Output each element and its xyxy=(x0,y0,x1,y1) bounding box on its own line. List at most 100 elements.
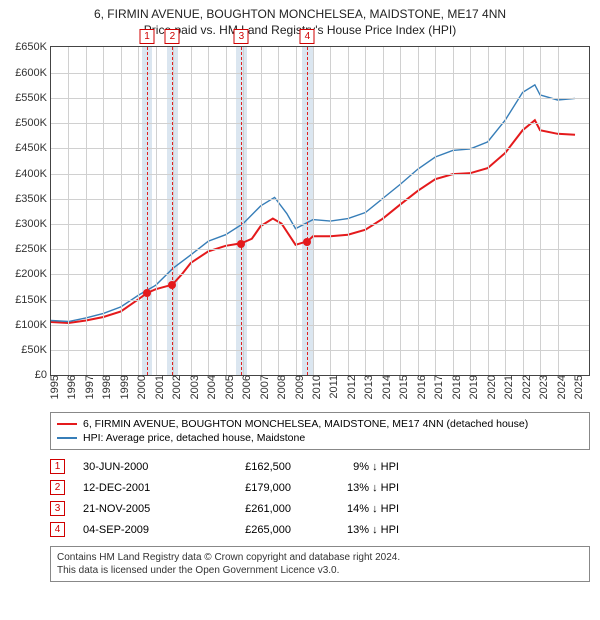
x-tick-label: 2017 xyxy=(431,375,445,399)
y-tick-label: £100K xyxy=(15,319,51,331)
gridline-h xyxy=(51,73,589,74)
gridline-v xyxy=(243,47,244,375)
gridline-v xyxy=(103,47,104,375)
legend-swatch xyxy=(57,437,77,439)
price-paid-marker xyxy=(143,289,151,297)
x-tick-label: 2011 xyxy=(326,375,340,399)
x-tick-label: 2023 xyxy=(536,375,550,399)
event-price: £261,000 xyxy=(211,503,291,515)
event-date: 12-DEC-2001 xyxy=(83,482,193,494)
gridline-v xyxy=(540,47,541,375)
event-number-box: 1 xyxy=(140,29,155,44)
x-tick-label: 2005 xyxy=(222,375,236,399)
x-tick-label: 2006 xyxy=(239,375,253,399)
legend-row: HPI: Average price, detached house, Maid… xyxy=(57,431,583,445)
x-tick-label: 2019 xyxy=(466,375,480,399)
gridline-v xyxy=(261,47,262,375)
gridline-h xyxy=(51,123,589,124)
x-tick-label: 1995 xyxy=(47,375,61,399)
gridline-h xyxy=(51,224,589,225)
title-line-1: 6, FIRMIN AVENUE, BOUGHTON MONCHELSEA, M… xyxy=(0,6,600,22)
events-table: 130-JUN-2000£162,5009% ↓ HPI212-DEC-2001… xyxy=(50,456,590,540)
gridline-v xyxy=(68,47,69,375)
gridline-v xyxy=(558,47,559,375)
event-number-box: 2 xyxy=(50,480,65,495)
gridline-h xyxy=(51,98,589,99)
event-line xyxy=(307,47,308,375)
y-tick-label: £500K xyxy=(15,117,51,129)
gridline-v xyxy=(208,47,209,375)
footnote-line: Contains HM Land Registry data © Crown c… xyxy=(57,551,583,564)
event-number-box: 4 xyxy=(50,522,65,537)
x-tick-label: 2009 xyxy=(292,375,306,399)
legend-label: HPI: Average price, detached house, Maid… xyxy=(83,432,305,444)
event-number-box: 3 xyxy=(50,501,65,516)
gridline-v xyxy=(488,47,489,375)
x-tick-label: 2022 xyxy=(519,375,533,399)
event-table-row: 3 21-NOV-2005 £261,000 14% ↓ HPI xyxy=(50,498,590,519)
y-tick-label: £350K xyxy=(15,193,51,205)
x-tick-label: 2003 xyxy=(187,375,201,399)
event-diff: 13% ↓ HPI xyxy=(309,482,399,494)
event-date: 30-JUN-2000 xyxy=(83,461,193,473)
series-svg xyxy=(51,47,589,375)
gridline-v xyxy=(313,47,314,375)
gridline-v xyxy=(505,47,506,375)
x-tick-label: 1998 xyxy=(99,375,113,399)
x-tick-label: 2020 xyxy=(484,375,498,399)
x-tick-label: 1999 xyxy=(117,375,131,399)
gridline-v xyxy=(296,47,297,375)
chart-container: 6, FIRMIN AVENUE, BOUGHTON MONCHELSEA, M… xyxy=(0,0,600,582)
x-tick-label: 2008 xyxy=(274,375,288,399)
x-tick-label: 2013 xyxy=(361,375,375,399)
x-tick-label: 2001 xyxy=(152,375,166,399)
gridline-v xyxy=(330,47,331,375)
legend-swatch xyxy=(57,423,77,425)
x-tick-label: 2014 xyxy=(379,375,393,399)
event-line xyxy=(172,47,173,375)
y-tick-label: £250K xyxy=(15,243,51,255)
event-table-row: 212-DEC-2001£179,00013% ↓ HPI xyxy=(50,477,590,498)
event-diff: 9% ↓ HPI xyxy=(309,461,399,473)
event-diff: 14% ↓ HPI xyxy=(309,503,399,515)
gridline-v xyxy=(86,47,87,375)
event-table-row: 404-SEP-2009£265,00013% ↓ HPI xyxy=(50,519,590,540)
x-tick-label: 2025 xyxy=(571,375,585,399)
footnotes: Contains HM Land Registry data © Crown c… xyxy=(50,546,590,582)
price-paid-marker xyxy=(168,281,176,289)
event-price: £265,000 xyxy=(211,524,291,536)
x-tick-label: 2007 xyxy=(257,375,271,399)
gridline-v xyxy=(138,47,139,375)
event-number-box: 1 xyxy=(50,459,65,474)
event-date: 04-SEP-2009 xyxy=(83,524,193,536)
x-tick-label: 2002 xyxy=(169,375,183,399)
x-tick-label: 2021 xyxy=(501,375,515,399)
y-tick-label: £50K xyxy=(21,344,51,356)
gridline-v xyxy=(453,47,454,375)
event-number-box: 3 xyxy=(234,29,249,44)
footnote-line: This data is licensed under the Open Gov… xyxy=(57,564,583,577)
gridline-h xyxy=(51,174,589,175)
legend-row: 6, FIRMIN AVENUE, BOUGHTON MONCHELSEA, M… xyxy=(57,417,583,431)
gridline-v xyxy=(156,47,157,375)
gridline-v xyxy=(278,47,279,375)
gridline-v xyxy=(470,47,471,375)
x-tick-label: 2024 xyxy=(554,375,568,399)
price-paid-marker xyxy=(303,238,311,246)
event-number-box: 2 xyxy=(165,29,180,44)
event-number-box: 4 xyxy=(300,29,315,44)
gridline-v xyxy=(173,47,174,375)
plot-area: £0£50K£100K£150K£200K£250K£300K£350K£400… xyxy=(50,46,590,376)
gridline-v xyxy=(383,47,384,375)
y-tick-label: £400K xyxy=(15,168,51,180)
gridline-h xyxy=(51,350,589,351)
gridline-v xyxy=(435,47,436,375)
y-tick-label: £300K xyxy=(15,218,51,230)
event-date: 21-NOV-2005 xyxy=(83,503,193,515)
x-tick-label: 2012 xyxy=(344,375,358,399)
x-tick-label: 1997 xyxy=(82,375,96,399)
legend: 6, FIRMIN AVENUE, BOUGHTON MONCHELSEA, M… xyxy=(50,412,590,450)
gridline-v xyxy=(121,47,122,375)
gridline-v xyxy=(365,47,366,375)
gridline-h xyxy=(51,300,589,301)
